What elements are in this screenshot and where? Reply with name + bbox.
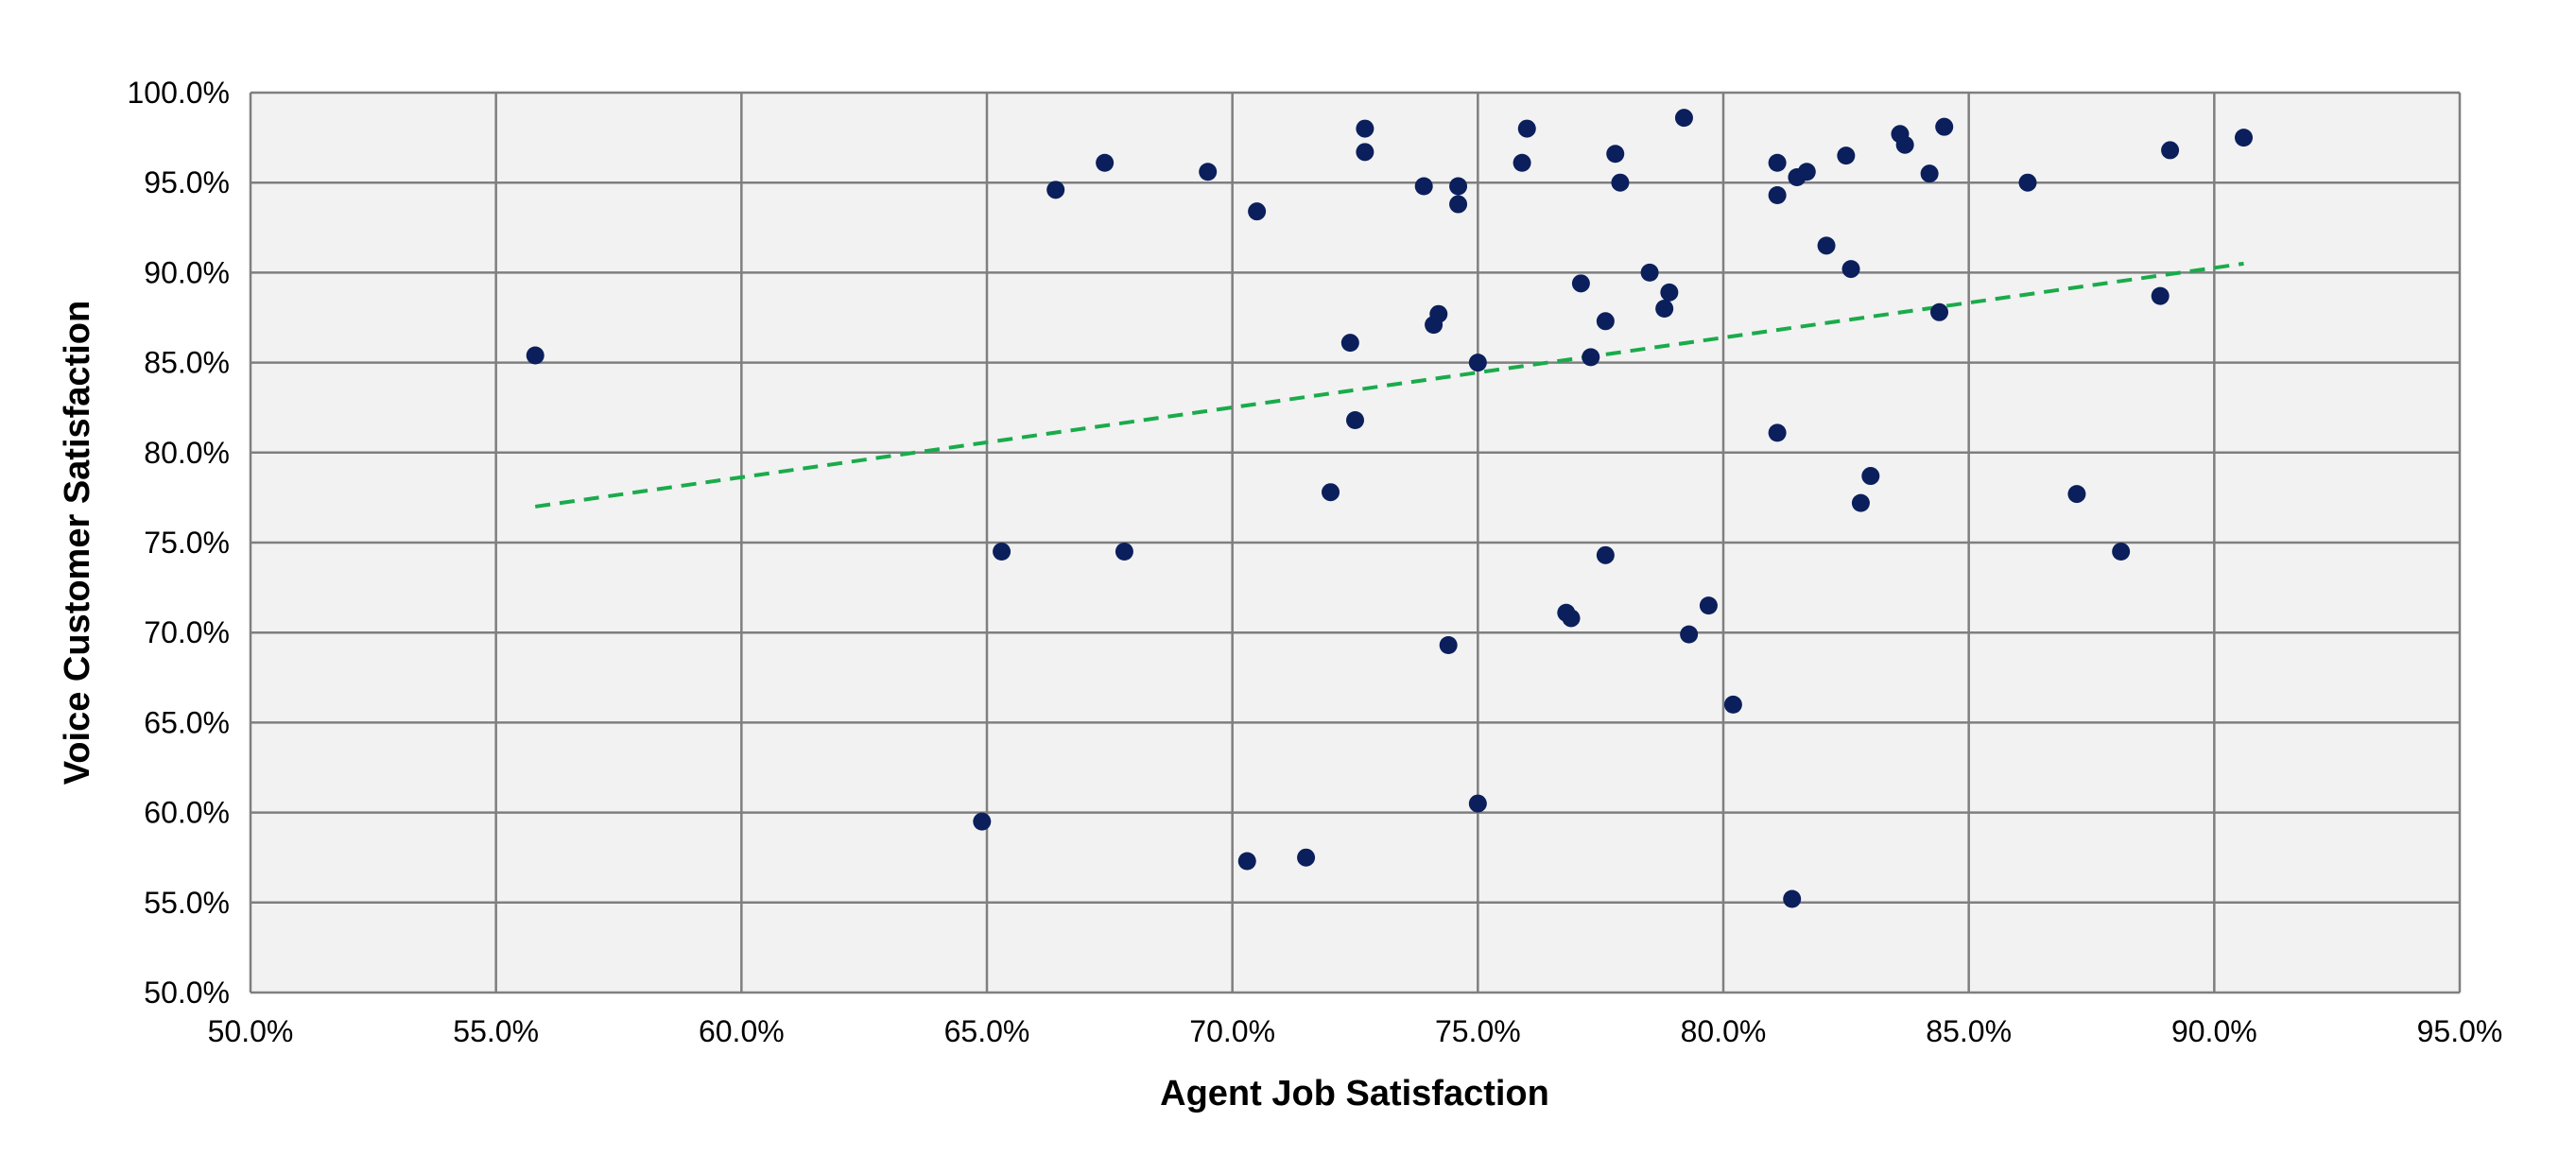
data-point (1322, 483, 1340, 502)
data-point (993, 543, 1011, 561)
data-point (1841, 260, 1860, 279)
y-tick-label: 50.0% (144, 976, 230, 1010)
data-point (2067, 485, 2086, 504)
data-point (1199, 163, 1218, 181)
trendline (534, 261, 2244, 509)
data-point (1046, 181, 1065, 199)
gridlines (249, 91, 2462, 994)
y-axis-tick-labels: 50.0% 55.0% 60.0% 65.0% 70.0% 75.0% 80.0% 85.0%… (127, 76, 230, 1010)
data-point (1096, 153, 1115, 172)
data-point (1680, 625, 1699, 644)
data-point (1611, 173, 1630, 192)
x-tick-label: 60.0% (699, 1014, 785, 1048)
y-tick-label: 100.0% (127, 76, 230, 110)
data-point (1768, 186, 1787, 205)
data-point (1817, 236, 1836, 255)
data-point (1723, 695, 1742, 714)
y-tick-label: 95.0% (144, 165, 230, 199)
data-point (1449, 195, 1468, 214)
data-point (1356, 143, 1374, 162)
y-tick-label: 75.0% (144, 526, 230, 560)
data-point (2234, 129, 2253, 147)
data-point (1248, 202, 1267, 221)
data-point (1449, 177, 1468, 196)
x-tick-label: 95.0% (2417, 1014, 2503, 1048)
y-tick-label: 60.0% (144, 796, 230, 830)
data-point (1115, 543, 1133, 561)
x-tick-label: 55.0% (453, 1014, 539, 1048)
data-point (1346, 411, 1364, 430)
data-point (2112, 543, 2131, 561)
data-point (1571, 274, 1590, 293)
x-axis-tick-labels: 50.0% 55.0% 60.0% 65.0% 70.0% 75.0% 80.0% 85.0%… (208, 1014, 2503, 1048)
x-tick-label: 90.0% (2171, 1014, 2257, 1048)
data-point (2151, 286, 2170, 305)
y-tick-label: 55.0% (144, 886, 230, 920)
data-point (1930, 302, 1949, 321)
data-point (2161, 141, 2180, 160)
data-point (1797, 163, 1816, 181)
x-tick-label: 80.0% (1681, 1014, 1767, 1048)
data-point (1297, 848, 1316, 867)
data-point (1660, 283, 1679, 302)
data-point (1920, 164, 1939, 183)
y-tick-label: 90.0% (144, 255, 230, 289)
x-tick-label: 70.0% (1189, 1014, 1275, 1048)
data-point (1935, 117, 1954, 136)
data-point (1699, 596, 1718, 615)
data-point (1517, 119, 1536, 138)
data-point (1596, 545, 1615, 564)
data-points (526, 109, 2253, 908)
data-point (526, 346, 545, 365)
data-point (1655, 299, 1674, 318)
x-tick-label: 50.0% (208, 1014, 294, 1048)
data-point (1562, 609, 1581, 628)
data-point (1340, 334, 1359, 353)
x-tick-label: 85.0% (1926, 1014, 2012, 1048)
data-point (1429, 304, 1448, 323)
data-point (1468, 794, 1487, 813)
x-tick-label: 65.0% (944, 1014, 1030, 1048)
data-point (2018, 173, 2037, 192)
data-point (1768, 423, 1787, 442)
data-point (1237, 852, 1256, 871)
data-point (1468, 354, 1487, 372)
data-point (1606, 145, 1625, 164)
y-tick-label: 70.0% (144, 615, 230, 649)
x-tick-label: 75.0% (1435, 1014, 1521, 1048)
data-point (1582, 348, 1600, 367)
y-tick-label: 65.0% (144, 705, 230, 739)
data-point (1356, 119, 1374, 138)
data-point (1674, 109, 1693, 128)
data-point (1513, 153, 1531, 172)
data-point (1439, 636, 1458, 655)
data-point (973, 812, 992, 831)
x-axis-title: Agent Job Satisfaction (1160, 1074, 1549, 1114)
data-point (1895, 135, 1914, 154)
y-axis-title: Voice Customer Satisfaction (58, 301, 97, 785)
data-point (1640, 263, 1659, 282)
data-point (1596, 312, 1615, 331)
y-tick-label: 80.0% (144, 436, 230, 470)
data-point (1851, 493, 1870, 512)
y-tick-label: 85.0% (144, 346, 230, 380)
data-point (1837, 147, 1856, 165)
data-point (1783, 889, 1802, 908)
data-point (1768, 153, 1787, 172)
data-point (1414, 177, 1433, 196)
data-point (1861, 467, 1880, 486)
